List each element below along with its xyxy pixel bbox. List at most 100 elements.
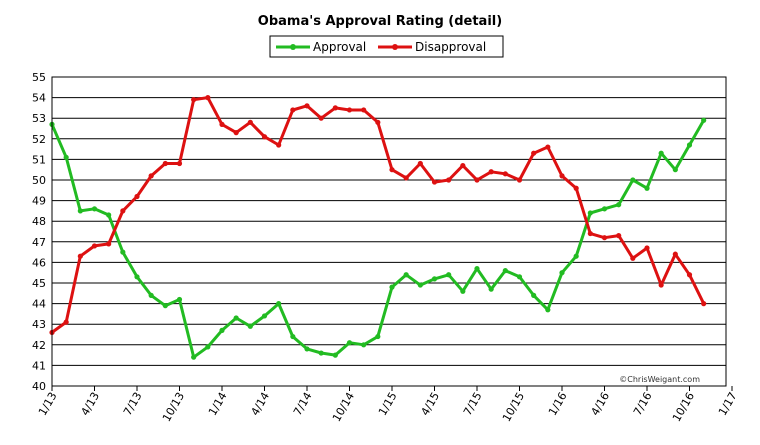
- x-tick-label: 10/15: [500, 390, 527, 424]
- approval-point: [601, 206, 608, 212]
- approval-point: [134, 274, 140, 280]
- disapproval-point: [587, 230, 593, 237]
- y-tick-label: 55: [32, 71, 46, 84]
- x-tick-label: 1/13: [36, 390, 60, 418]
- legend-disapproval-marker: [392, 44, 398, 50]
- disapproval-point: [276, 142, 282, 148]
- disapproval-point: [219, 121, 225, 127]
- disapproval-point: [573, 185, 579, 191]
- approval-point: [233, 315, 239, 321]
- x-tick-label: 1/15: [376, 390, 400, 418]
- disapproval-point: [686, 272, 693, 278]
- approval-point: [403, 272, 409, 278]
- approval-point: [531, 292, 537, 298]
- approval-point: [488, 286, 494, 292]
- disapproval-point: [488, 169, 494, 175]
- disapproval-point: [261, 134, 268, 140]
- approval-point: [446, 272, 452, 278]
- legend-disapproval-label: Disapproval: [415, 40, 486, 54]
- legend: Approval Disapproval: [269, 35, 504, 58]
- approval-point: [375, 333, 381, 340]
- approval-point: [77, 208, 83, 214]
- approval-point: [176, 296, 183, 303]
- approval-point: [346, 340, 353, 346]
- y-tick-label: 44: [32, 298, 46, 311]
- disapproval-point: [630, 255, 636, 261]
- approval-point: [573, 253, 579, 259]
- disapproval-point: [106, 241, 112, 247]
- approval-point: [630, 177, 636, 183]
- y-tick-label: 49: [32, 195, 46, 208]
- approval-point: [361, 342, 367, 348]
- x-tick-label: 1/17: [716, 390, 740, 418]
- disapproval-point: [176, 160, 183, 167]
- y-axis: 40 41 42 43 44 45 46 47 48 49 50 51 52 53 54 55: [32, 71, 46, 393]
- disapproval-point: [205, 95, 211, 101]
- disapproval-point: [389, 167, 395, 173]
- y-tick-label: 43: [32, 318, 46, 331]
- approval-point: [701, 117, 707, 123]
- approval-point: [616, 202, 622, 208]
- approval-point: [545, 307, 551, 313]
- y-tick-label: 50: [32, 174, 46, 187]
- disapproval-point: [191, 97, 197, 103]
- disapproval-point: [672, 251, 678, 257]
- disapproval-point: [91, 243, 98, 249]
- disapproval-point: [63, 319, 69, 325]
- approval-point: [261, 313, 268, 319]
- x-tick-label: 4/14: [248, 390, 272, 418]
- x-tick-label: 4/16: [588, 390, 612, 418]
- y-tick-label: 52: [32, 133, 46, 146]
- disapproval-point: [233, 130, 239, 136]
- approval-point: [276, 301, 282, 307]
- approval-point: [290, 333, 296, 340]
- x-tick-label: 10/13: [160, 390, 187, 424]
- x-tick-label: 7/16: [631, 390, 655, 418]
- disapproval-point: [162, 160, 168, 167]
- legend-approval-label: Approval: [313, 40, 366, 54]
- approval-point: [63, 154, 69, 160]
- disapproval-point: [304, 103, 310, 109]
- disapproval-point: [375, 119, 381, 125]
- disapproval-point: [658, 282, 664, 288]
- disapproval-point: [120, 208, 126, 214]
- x-tick-label: 7/14: [291, 390, 315, 418]
- disapproval-point: [403, 175, 409, 181]
- disapproval-point: [460, 162, 466, 169]
- y-tick-label: 46: [32, 256, 46, 269]
- disapproval-point: [77, 253, 83, 259]
- approval-point: [389, 284, 395, 290]
- disapproval-point: [290, 107, 296, 113]
- x-tick-label: 4/13: [78, 390, 102, 418]
- disapproval-point: [332, 105, 338, 111]
- legend-approval-marker: [290, 44, 296, 50]
- chart-title: Obama's Approval Rating (detail): [258, 14, 502, 29]
- y-tick-label: 45: [32, 277, 46, 290]
- disapproval-point: [502, 171, 508, 177]
- approval-point: [516, 274, 523, 280]
- approval-point: [417, 282, 423, 288]
- disapproval-point: [318, 115, 324, 121]
- x-tick-label: 7/13: [121, 390, 145, 418]
- series-approval: [49, 117, 707, 360]
- approval-point: [148, 292, 154, 298]
- disapproval-point: [616, 233, 622, 239]
- approval-point: [559, 270, 565, 276]
- approval-point: [205, 344, 211, 350]
- disapproval-point: [361, 107, 367, 113]
- approval-point: [644, 185, 650, 191]
- series-layer: [49, 95, 707, 360]
- disapproval-point: [431, 179, 438, 185]
- disapproval-point: [531, 150, 537, 156]
- approval-point: [91, 206, 98, 212]
- y-tick-label: 47: [32, 236, 46, 249]
- disapproval-point: [545, 144, 551, 150]
- disapproval-point: [417, 160, 423, 167]
- y-tick-label: 42: [32, 339, 46, 352]
- disapproval-point: [601, 235, 608, 241]
- approval-point: [686, 142, 693, 148]
- disapproval-point: [148, 173, 154, 179]
- approval-point: [474, 265, 480, 272]
- x-axis: 1/13 4/13 7/13 10/13 1/14 4/14 7/14 10/14 1/15 4/…: [36, 386, 740, 424]
